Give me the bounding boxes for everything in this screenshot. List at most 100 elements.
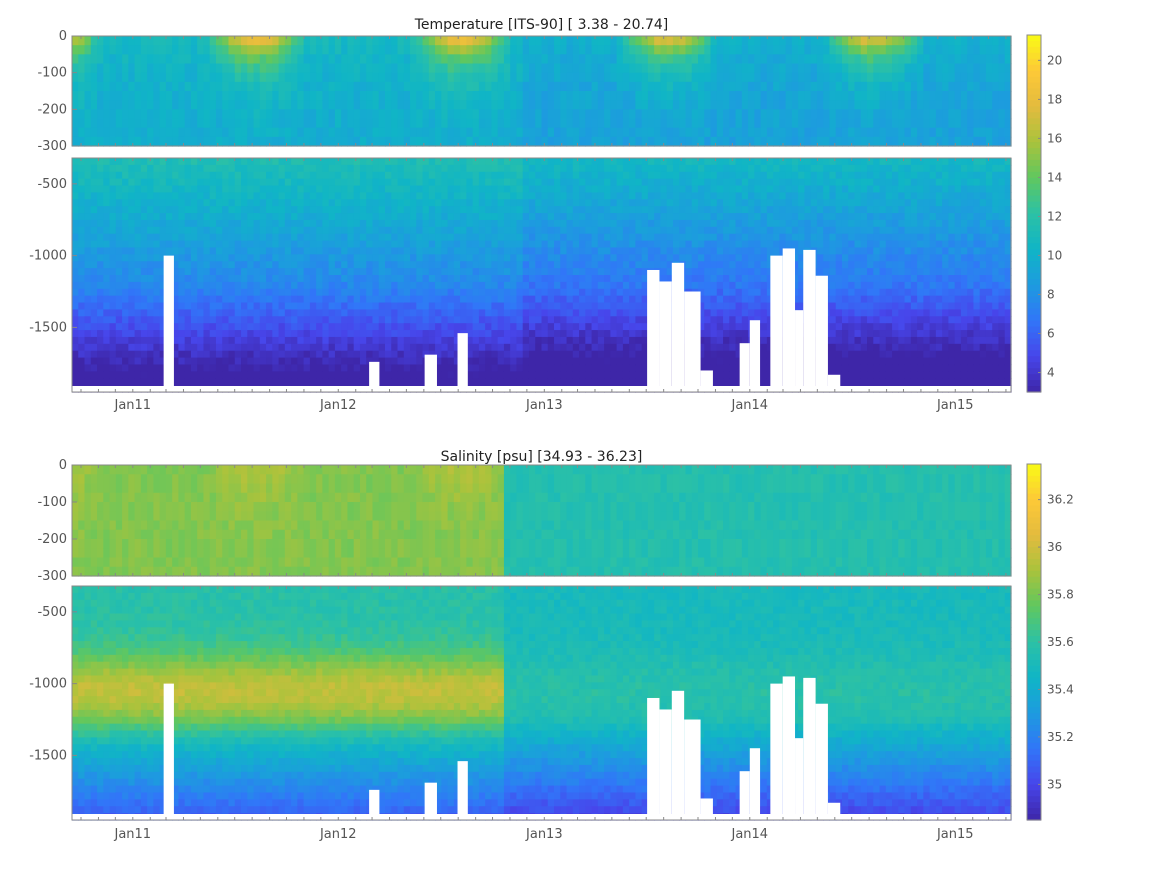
heatmap-cell xyxy=(103,36,111,46)
heatmap-cell xyxy=(572,158,580,166)
heatmap-cell xyxy=(441,158,449,166)
heatmap-cell xyxy=(341,302,349,311)
heatmap-cell xyxy=(554,226,561,235)
heatmap-cell xyxy=(128,268,136,276)
heatmap-cell xyxy=(147,206,154,214)
heatmap-cell xyxy=(259,364,267,372)
heatmap-cell xyxy=(629,178,636,187)
heatmap-cell xyxy=(228,302,236,311)
heatmap-cell xyxy=(403,261,411,269)
heatmap-cell xyxy=(841,91,849,101)
heatmap-cell xyxy=(447,281,455,290)
heatmap-cell xyxy=(497,54,505,65)
heatmap-cell xyxy=(460,118,467,129)
heatmap-cell xyxy=(854,118,862,129)
heatmap-cell xyxy=(359,213,367,221)
heatmap-cell xyxy=(428,268,436,276)
heatmap-cell xyxy=(122,54,129,65)
heatmap-cell xyxy=(159,54,167,65)
heatmap-cell xyxy=(397,178,405,187)
heatmap-cell xyxy=(478,330,486,338)
heatmap-cell xyxy=(266,127,273,138)
heatmap-cell xyxy=(403,91,411,101)
heatmap-cell xyxy=(309,164,317,173)
heatmap-cell xyxy=(341,295,349,304)
heatmap-cell xyxy=(591,316,599,324)
heatmap-cell xyxy=(604,378,611,386)
heatmap-cell xyxy=(535,261,543,269)
heatmap-cell xyxy=(303,219,311,228)
heatmap-cell xyxy=(366,281,374,290)
heatmap-cell xyxy=(654,171,662,180)
heatmap-cell xyxy=(554,136,561,147)
heatmap-cell xyxy=(241,233,248,242)
heatmap-cell xyxy=(416,240,424,249)
heatmap-cell xyxy=(372,240,380,249)
heatmap-cell xyxy=(960,109,968,120)
heatmap-cell xyxy=(334,240,342,249)
heatmap-cell xyxy=(416,233,424,242)
heatmap-cell xyxy=(497,240,505,249)
heatmap-cell xyxy=(503,178,511,187)
heatmap-cell xyxy=(516,323,524,331)
heatmap-cell xyxy=(140,136,148,147)
heatmap-cell xyxy=(397,268,405,276)
heatmap-cell xyxy=(729,81,737,92)
heatmap-cell xyxy=(347,233,355,242)
heatmap-cell xyxy=(610,192,618,200)
heatmap-cell xyxy=(241,371,248,379)
heatmap-cell xyxy=(466,118,474,129)
heatmap-cell xyxy=(316,206,323,214)
heatmap-cell xyxy=(885,54,893,65)
heatmap-cell xyxy=(829,45,837,55)
heatmap-cell xyxy=(347,261,355,269)
heatmap-cell xyxy=(453,158,461,166)
heatmap-cell xyxy=(410,127,417,138)
heatmap-cell xyxy=(309,316,317,324)
heatmap-cell xyxy=(785,127,793,138)
heatmap-cell xyxy=(942,109,949,120)
heatmap-cell xyxy=(472,302,480,311)
heatmap-cell xyxy=(297,357,305,366)
heatmap-cell xyxy=(84,364,92,372)
heatmap-cell xyxy=(535,343,543,352)
heatmap-cell xyxy=(297,309,305,317)
heatmap-cell xyxy=(134,54,142,65)
heatmap-cell xyxy=(403,275,411,283)
heatmap-cell xyxy=(90,268,98,276)
heatmap-cell xyxy=(303,178,311,187)
heatmap-cell xyxy=(422,171,430,180)
heatmap-cell xyxy=(84,54,92,65)
heatmap-cell xyxy=(447,247,455,255)
heatmap-cell xyxy=(316,199,323,207)
heatmap-cell xyxy=(140,72,148,83)
heatmap-cell xyxy=(935,36,943,46)
heatmap-cell xyxy=(316,330,323,338)
heatmap-cell xyxy=(641,158,649,166)
heatmap-cell xyxy=(560,281,568,290)
heatmap-cell xyxy=(560,288,568,297)
heatmap-cell xyxy=(447,164,455,173)
heatmap-cell xyxy=(353,158,361,166)
heatmap-cell xyxy=(115,72,123,83)
heatmap-cell xyxy=(153,275,161,283)
heatmap-cell xyxy=(72,109,79,120)
heatmap-cell xyxy=(422,330,430,338)
heatmap-cell xyxy=(929,109,937,120)
heatmap-cell xyxy=(291,281,298,290)
heatmap-cell xyxy=(597,63,605,74)
heatmap-cell xyxy=(428,100,436,110)
heatmap-cell xyxy=(579,378,586,386)
heatmap-cell xyxy=(447,136,455,147)
heatmap-cell xyxy=(385,100,392,110)
heatmap-cell xyxy=(979,72,987,83)
heatmap-cell xyxy=(385,275,392,283)
heatmap-cell xyxy=(278,118,286,129)
heatmap-cell xyxy=(516,127,524,138)
heatmap-cell xyxy=(622,127,630,138)
heatmap-cell xyxy=(453,309,461,317)
heatmap-cell xyxy=(441,364,449,372)
heatmap-cell xyxy=(378,350,386,359)
heatmap-cell xyxy=(541,240,549,249)
heatmap-cell xyxy=(353,336,361,345)
